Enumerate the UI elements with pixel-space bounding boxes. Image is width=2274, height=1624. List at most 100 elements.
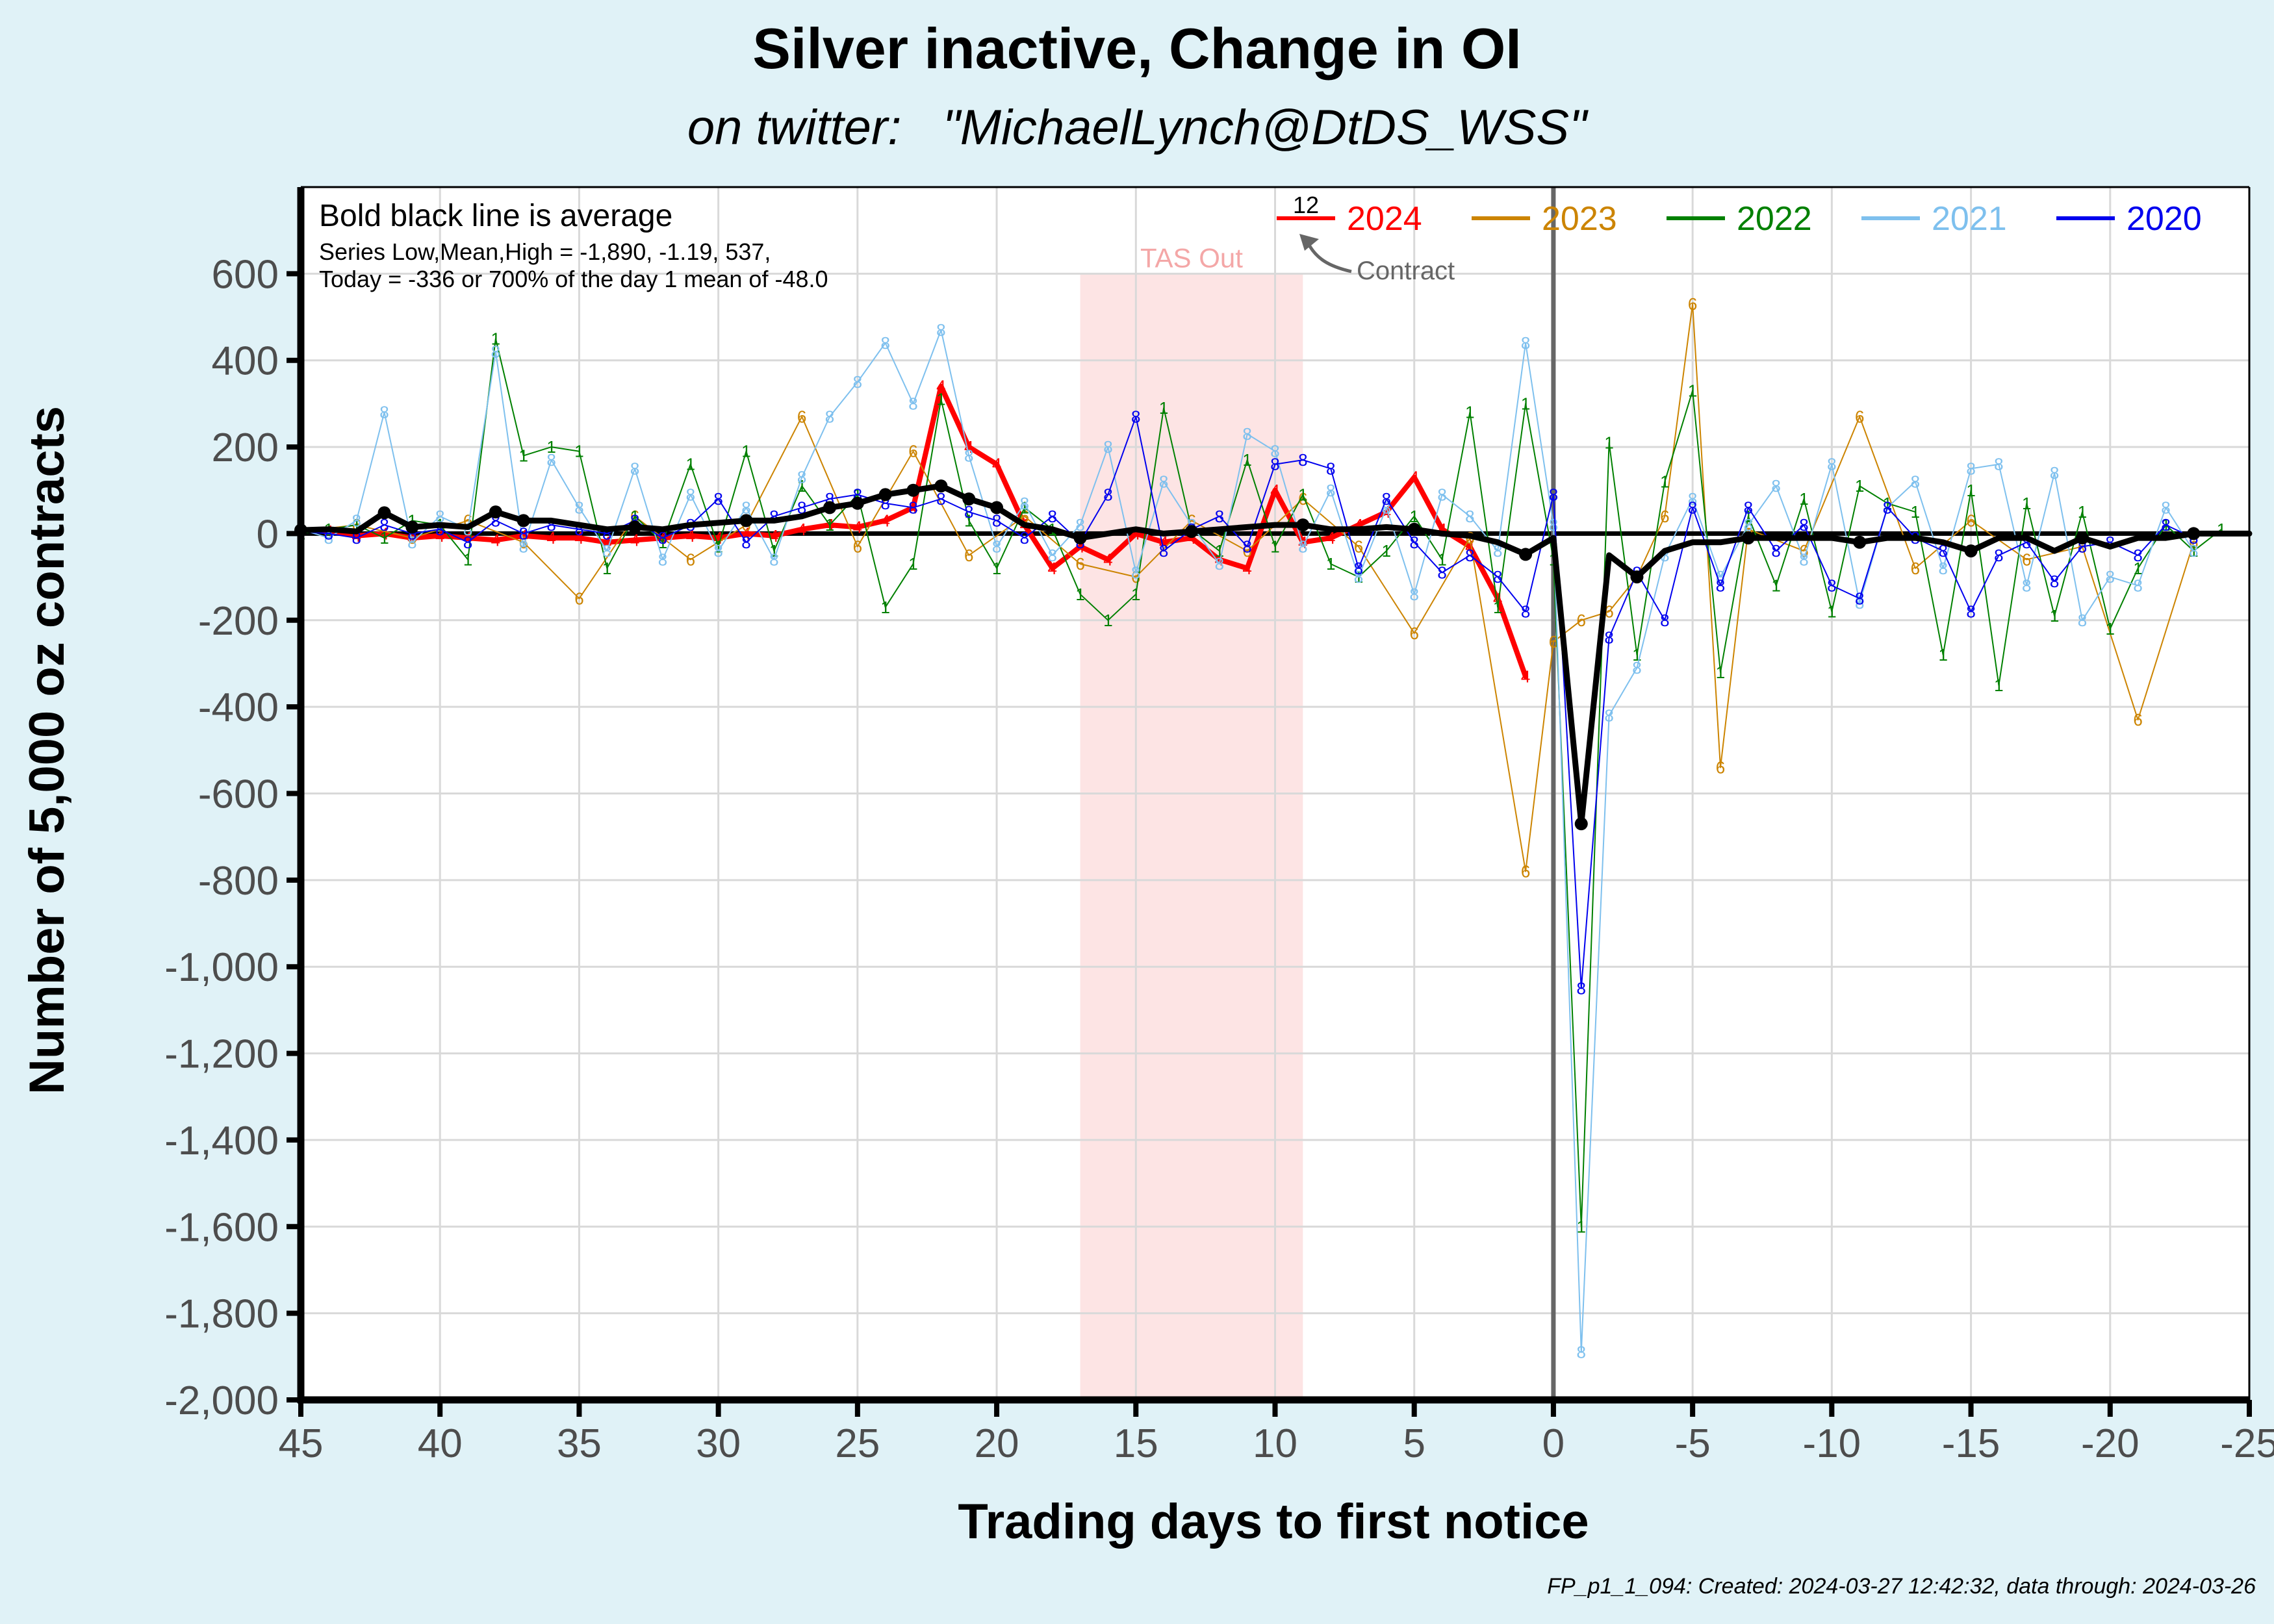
series-point-label: 8 [1577, 1343, 1586, 1362]
series-point-label: 4 [1103, 550, 1112, 569]
y-tick-label: -1,200 [164, 1032, 279, 1077]
y-tick-label: 200 [212, 425, 279, 470]
series-point-label: 1 [825, 515, 834, 535]
series-point-label: 8 [741, 533, 750, 552]
series-point-label: 8 [1577, 979, 1586, 998]
series-point-label: 8 [379, 403, 389, 422]
series-point-label: 8 [1242, 424, 1251, 444]
series-point-label: 1 [797, 476, 806, 496]
series-point-label: 1 [1159, 398, 1168, 418]
series-point-label: 8 [658, 550, 667, 569]
series-point-label: 4 [1326, 528, 1335, 548]
series-point-label: 1 [1131, 585, 1140, 604]
series-point-label: 1 [2133, 559, 2142, 578]
series-point-label: 1 [1966, 481, 1975, 500]
series-point-label: 8 [1326, 481, 1335, 500]
x-tick-label: 10 [1253, 1421, 1297, 1466]
contract-arrowhead [1299, 234, 1319, 251]
series-point-label: 8 [435, 507, 444, 526]
series-point-label: 6 [686, 550, 695, 569]
series-point-label: 8 [2133, 546, 2142, 565]
series-point-label: 8 [713, 541, 722, 561]
series-point-label: 1 [1465, 403, 1474, 422]
x-tick-label: 25 [835, 1421, 880, 1466]
tas-out-band [1080, 273, 1303, 1400]
series-point-label: 1 [546, 437, 556, 457]
series-point-label: 6 [574, 589, 583, 608]
series-point-label: 4 [880, 511, 889, 530]
y-tick-label: -200 [198, 599, 279, 644]
series-point-label: 1 [1771, 576, 1780, 595]
average-point [517, 514, 530, 527]
series-point-label: 8 [1215, 554, 1224, 574]
average-point [1073, 531, 1087, 545]
x-tick-label: 15 [1114, 1421, 1158, 1466]
series-point-label: 8 [2078, 611, 2087, 630]
series-point-label: 8 [1020, 528, 1029, 548]
series-point-label: 8 [602, 541, 611, 561]
series-point-label: 6 [1855, 407, 1864, 426]
series-point-label: 8 [1270, 455, 1279, 474]
series-point-label: 1 [1409, 507, 1418, 526]
chart-title: Silver inactive, Change in OI [752, 16, 1522, 81]
series-point-label: 8 [351, 511, 361, 530]
series-point-label: 8 [2133, 576, 2142, 595]
series-point-label: 1 [1103, 611, 1112, 630]
series-point-label: 8 [936, 320, 945, 340]
series-point-label: 8 [407, 533, 416, 552]
series-point-label: 6 [1521, 862, 1530, 882]
contract-label: Contract [1357, 257, 1455, 285]
average-point [990, 501, 1004, 514]
series-point-label: 8 [1103, 485, 1112, 504]
contract-marker: 12 [1293, 192, 1319, 218]
series-point-label: 8 [769, 550, 778, 569]
series-point-label: 1 [1270, 537, 1279, 556]
average-point [1296, 518, 1310, 532]
y-tick-label: -1,600 [164, 1205, 279, 1250]
series-point-label: 1 [1855, 476, 1864, 496]
legend-label: 2021 [1932, 200, 2007, 238]
average-point [1630, 570, 1644, 584]
series-point-label: 8 [1159, 541, 1168, 561]
series-point-label: 8 [1326, 459, 1335, 478]
series-point-label: 1 [1020, 498, 1029, 517]
series-point-label: 8 [658, 528, 667, 548]
series-point-label: 8 [936, 489, 945, 509]
series-point-label: 6 [1716, 757, 1725, 777]
series-point-label: 1 [1883, 494, 1892, 513]
series-point-label: 8 [1131, 407, 1140, 426]
series-point-label: 8 [1354, 559, 1363, 578]
series-point-label: 8 [1688, 489, 1697, 509]
series-point-label: 8 [2022, 576, 2031, 595]
series-point-label: 1 [686, 455, 695, 474]
series-point-label: 8 [1744, 498, 1753, 517]
series-point-label: 4 [686, 526, 695, 546]
series-point-label: 8 [1048, 546, 1057, 565]
average-point [1964, 544, 1978, 558]
series-point-label: 6 [1242, 541, 1251, 561]
series-point-label: 1 [1604, 433, 1613, 452]
average-point [1519, 548, 1533, 561]
series-point-label: 1 [1298, 485, 1307, 504]
average-point [489, 505, 502, 519]
series-point-label: 8 [546, 450, 556, 470]
y-tick-label: 0 [257, 512, 279, 557]
series-point-label: 8 [1911, 472, 1920, 491]
series-point-label: 8 [1465, 507, 1474, 526]
series-point-label: 8 [574, 498, 583, 517]
average-point [906, 483, 920, 497]
series-line [300, 338, 2223, 1228]
series-point-label: 1 [1688, 381, 1697, 400]
series-point-label: 6 [908, 442, 917, 461]
x-tick-label: 5 [1403, 1421, 1425, 1466]
series-point-label: 4 [630, 530, 639, 550]
series-point-label: 1 [602, 559, 611, 578]
series-point-label: 1 [2050, 606, 2059, 626]
series-point-label: 4 [1409, 468, 1418, 487]
series-point-label: 8 [1938, 559, 1947, 578]
series-point-label: 8 [1521, 602, 1530, 621]
series-point-label: 8 [630, 459, 639, 478]
series-point-label: 1 [880, 598, 889, 617]
series-point-label: 1 [2022, 494, 2031, 513]
series-point-label: 4 [992, 455, 1001, 474]
